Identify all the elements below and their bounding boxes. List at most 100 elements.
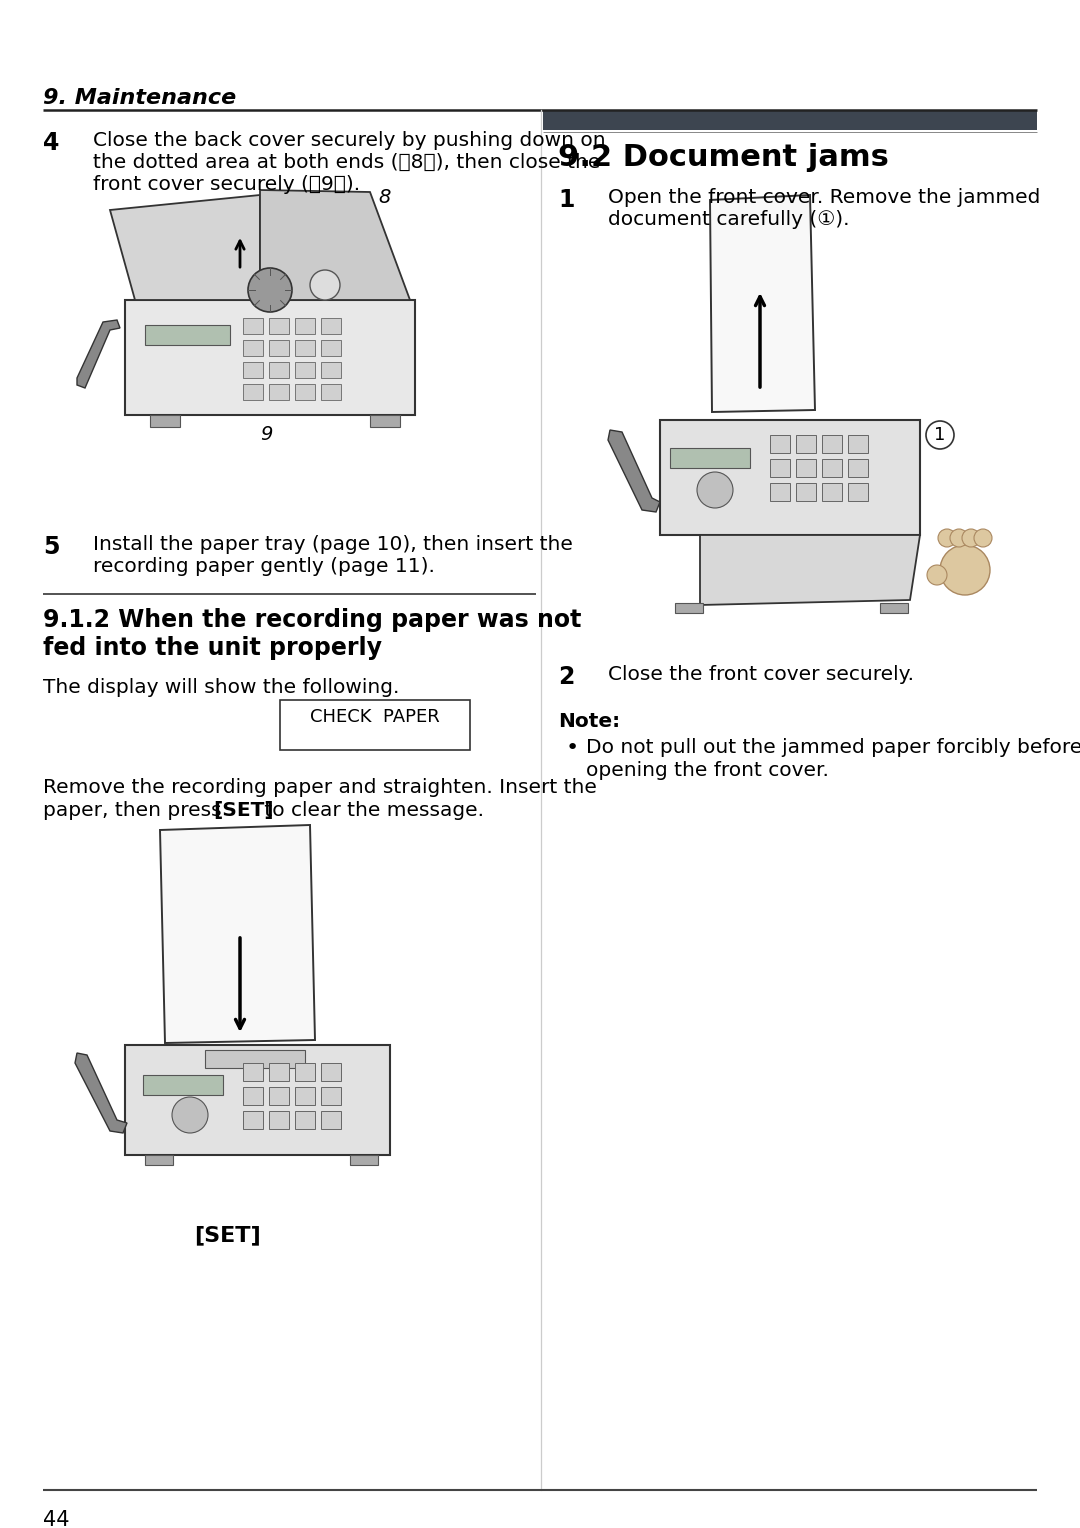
Circle shape — [697, 472, 733, 507]
Text: 9. Maintenance: 9. Maintenance — [43, 89, 237, 108]
Bar — [880, 604, 908, 613]
Circle shape — [939, 529, 956, 547]
Text: 5: 5 — [43, 535, 59, 559]
Text: Open the front cover. Remove the jammed: Open the front cover. Remove the jammed — [608, 188, 1040, 206]
Bar — [295, 362, 315, 377]
Circle shape — [962, 529, 980, 547]
Text: 2: 2 — [558, 665, 575, 689]
Bar — [243, 318, 264, 335]
Bar — [243, 1063, 264, 1080]
Text: Remove the recording paper and straighten. Insert the: Remove the recording paper and straighte… — [43, 778, 597, 798]
Bar — [321, 384, 341, 400]
Bar — [848, 483, 868, 501]
Bar — [822, 458, 842, 477]
Circle shape — [940, 545, 990, 594]
Bar — [321, 1086, 341, 1105]
Text: fed into the unit properly: fed into the unit properly — [43, 636, 382, 660]
Text: 8: 8 — [378, 188, 390, 206]
Text: Close the back cover securely by pushing down on: Close the back cover securely by pushing… — [93, 131, 606, 150]
Bar — [370, 416, 400, 426]
Bar — [822, 435, 842, 452]
Text: The display will show the following.: The display will show the following. — [43, 678, 400, 697]
Text: opening the front cover.: opening the front cover. — [586, 761, 828, 779]
Bar — [796, 458, 816, 477]
Text: recording paper gently (page 11).: recording paper gently (page 11). — [93, 558, 435, 576]
Bar — [822, 483, 842, 501]
Circle shape — [310, 270, 340, 299]
Bar — [269, 384, 289, 400]
Bar — [770, 483, 789, 501]
Bar — [295, 384, 315, 400]
Bar — [796, 483, 816, 501]
Text: 1: 1 — [558, 188, 575, 212]
Text: 9.1.2 When the recording paper was not: 9.1.2 When the recording paper was not — [43, 608, 581, 633]
Text: •: • — [566, 738, 579, 758]
Bar — [150, 416, 180, 426]
Bar — [243, 362, 264, 377]
Text: CHECK  PAPER: CHECK PAPER — [310, 707, 440, 726]
Bar — [675, 604, 703, 613]
Text: front cover securely (⃙9⃚).: front cover securely (⃙9⃚). — [93, 176, 360, 194]
Text: Do not pull out the jammed paper forcibly before: Do not pull out the jammed paper forcibl… — [586, 738, 1080, 756]
Polygon shape — [608, 429, 660, 512]
Bar — [269, 1086, 289, 1105]
Bar — [295, 341, 315, 356]
Bar — [295, 1063, 315, 1080]
Bar — [796, 435, 816, 452]
Bar — [145, 1155, 173, 1164]
Bar — [205, 1050, 305, 1068]
Text: document carefully (①).: document carefully (①). — [608, 209, 850, 229]
Text: Install the paper tray (page 10), then insert the: Install the paper tray (page 10), then i… — [93, 535, 572, 555]
Text: [SET]: [SET] — [194, 1225, 261, 1245]
Bar — [350, 1155, 378, 1164]
Bar — [269, 318, 289, 335]
Text: 44: 44 — [43, 1510, 69, 1528]
Text: 4: 4 — [43, 131, 59, 154]
Polygon shape — [110, 196, 260, 299]
Text: paper, then press: paper, then press — [43, 801, 228, 821]
Bar — [295, 1086, 315, 1105]
Bar — [543, 110, 1037, 130]
Polygon shape — [710, 196, 815, 413]
Polygon shape — [260, 189, 410, 299]
Bar — [125, 1045, 390, 1155]
Bar — [321, 1063, 341, 1080]
Bar — [243, 341, 264, 356]
Bar — [321, 1111, 341, 1129]
Bar — [243, 1086, 264, 1105]
Bar — [770, 458, 789, 477]
Polygon shape — [77, 319, 120, 388]
Polygon shape — [700, 535, 920, 605]
Bar — [848, 435, 868, 452]
Circle shape — [172, 1097, 208, 1132]
Text: 9.2 Document jams: 9.2 Document jams — [558, 144, 889, 173]
Text: Close the front cover securely.: Close the front cover securely. — [608, 665, 914, 685]
Bar — [269, 1063, 289, 1080]
Text: Note:: Note: — [558, 712, 620, 730]
Bar — [660, 420, 920, 535]
Bar — [243, 384, 264, 400]
Text: to clear the message.: to clear the message. — [258, 801, 484, 821]
Text: 9: 9 — [260, 425, 272, 445]
Bar — [321, 341, 341, 356]
Bar — [848, 458, 868, 477]
Circle shape — [950, 529, 968, 547]
Bar — [125, 299, 415, 416]
Bar — [321, 318, 341, 335]
Circle shape — [248, 267, 292, 312]
Bar — [770, 435, 789, 452]
Bar — [269, 362, 289, 377]
Bar — [145, 325, 230, 345]
Text: [SET]: [SET] — [213, 801, 273, 821]
Bar — [295, 318, 315, 335]
Bar — [295, 1111, 315, 1129]
Bar — [269, 1111, 289, 1129]
Bar — [143, 1076, 222, 1096]
Polygon shape — [160, 825, 315, 1044]
Bar — [321, 362, 341, 377]
Bar — [280, 700, 470, 750]
Bar — [670, 448, 750, 468]
Polygon shape — [75, 1053, 127, 1132]
Circle shape — [974, 529, 993, 547]
Bar — [269, 341, 289, 356]
